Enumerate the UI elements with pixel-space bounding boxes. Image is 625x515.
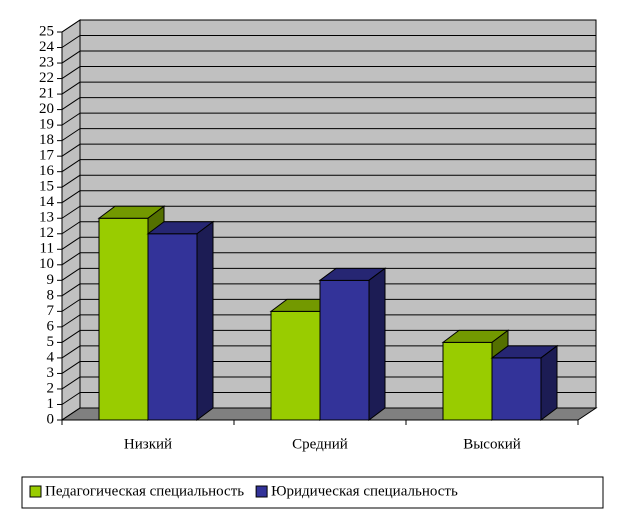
grid-line: [61, 236, 81, 250]
y-tick-label: 4: [47, 349, 55, 365]
bar: [491, 357, 542, 421]
x-tick-label: Низкий: [124, 436, 172, 452]
y-tick-label: 19: [39, 117, 54, 133]
y-tick-label: 24: [39, 39, 55, 55]
y-tick-label: 15: [39, 179, 54, 195]
y-tick-label: 7: [47, 303, 55, 319]
bar: [147, 233, 198, 421]
grid-line: [61, 361, 81, 374]
legend-label: Юридическая специальность: [271, 483, 458, 499]
grid-line: [61, 345, 81, 359]
grid-line: [61, 376, 81, 390]
bar: [98, 217, 149, 421]
grid-line: [61, 392, 81, 405]
grid-line: [61, 143, 81, 157]
y-tick-label: 20: [39, 101, 54, 117]
legend-label: Педагогическая специальность: [45, 483, 244, 499]
y-tick-label: 2: [47, 380, 55, 396]
side-wall: [61, 19, 81, 421]
y-tick-label: 10: [39, 256, 54, 272]
grid-line: [61, 35, 81, 48]
y-tick-label: 14: [39, 194, 55, 210]
grid-line: [61, 112, 81, 126]
y-tick-label: 3: [47, 365, 55, 381]
y-tick-label: 16: [39, 163, 55, 179]
y-tick-label: 12: [39, 225, 54, 241]
bar-side: [368, 267, 386, 421]
grid-line: [61, 205, 81, 219]
y-tick-label: 6: [47, 318, 55, 334]
y-tick-label: 18: [39, 132, 54, 148]
bar: [270, 310, 321, 421]
y-tick-label: 5: [47, 334, 55, 350]
grid-line: [61, 97, 81, 111]
legend-swatch: [29, 485, 42, 498]
y-tick-label: 0: [47, 411, 55, 427]
y-tick-label: 9: [47, 272, 55, 288]
grid-line: [61, 329, 81, 343]
grid-line: [61, 66, 81, 79]
grid-line: [61, 159, 81, 173]
grid-line: [61, 252, 81, 266]
grid-line: [61, 221, 81, 235]
legend-swatch: [255, 485, 268, 498]
y-tick-label: 21: [39, 86, 54, 102]
grid-line: [61, 314, 81, 328]
grid-line: [61, 19, 81, 33]
bar: [319, 279, 370, 421]
grid-line: [61, 298, 81, 312]
y-tick-label: 23: [39, 54, 54, 70]
x-tick-label: Высокий: [463, 436, 521, 452]
y-tick-label: 22: [39, 70, 54, 86]
grid-line: [61, 50, 81, 64]
grid-line: [61, 128, 81, 142]
y-tick-label: 8: [47, 287, 55, 303]
grid-line: [61, 283, 81, 297]
bar: [442, 341, 493, 421]
grid-line: [61, 267, 81, 281]
y-tick-label: 17: [39, 148, 55, 164]
x-tick-label: Средний: [292, 436, 348, 452]
grid-line: [61, 190, 81, 204]
bar-side: [196, 220, 214, 421]
y-tick-label: 13: [39, 210, 54, 226]
grid-line: [61, 81, 81, 95]
y-tick-label: 11: [40, 241, 54, 257]
legend-box: [21, 476, 604, 509]
y-tick-label: 1: [47, 396, 55, 412]
bar-side: [540, 344, 558, 421]
grid-line: [61, 174, 81, 188]
grid-line: [61, 407, 81, 421]
y-tick-label: 25: [39, 23, 54, 39]
